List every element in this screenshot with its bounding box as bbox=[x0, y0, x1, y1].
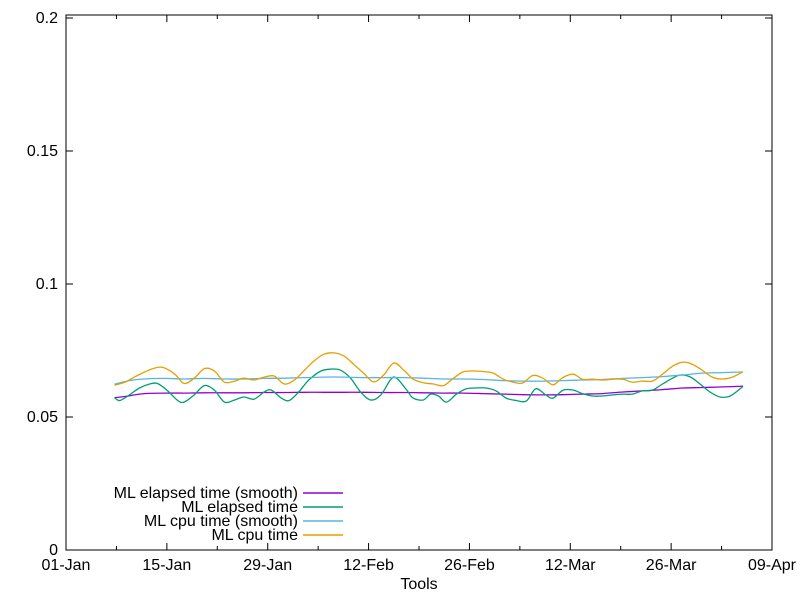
x-tick-label: 01-Jan bbox=[42, 557, 91, 574]
legend-label-cpu-smooth: ML cpu time (smooth) bbox=[144, 513, 298, 530]
series-line-ml-cpu-time bbox=[114, 352, 744, 387]
x-tick-label: 26-Mar bbox=[646, 557, 697, 574]
series-lines bbox=[114, 352, 744, 404]
legend-row: ML elapsed time bbox=[181, 499, 343, 516]
axis-tick-labels: 01-Jan 15-Jan 29-Jan 12-Feb 26-Feb 12-Mar 26-M… bbox=[27, 10, 797, 574]
x-tick-label: 29-Jan bbox=[243, 557, 292, 574]
y-tick-label: 0.1 bbox=[36, 276, 58, 293]
legend-label-cpu: ML cpu time bbox=[211, 527, 298, 544]
x-tick-label: 26-Feb bbox=[444, 557, 495, 574]
legend-label-elapsed: ML elapsed time bbox=[181, 499, 298, 516]
x-tick-label: 12-Mar bbox=[545, 557, 596, 574]
y-tick-label: 0.05 bbox=[27, 409, 58, 426]
legend-row: ML cpu time bbox=[211, 527, 343, 544]
x-axis-label: Tools bbox=[400, 576, 437, 593]
axis-ticks bbox=[65, 15, 773, 551]
plot-border bbox=[65, 14, 773, 551]
legend-row: ML cpu time (smooth) bbox=[144, 513, 343, 530]
x-tick-label: 12-Feb bbox=[343, 557, 394, 574]
y-tick-label: 0 bbox=[49, 542, 58, 559]
series-line-ml-cpu-time-smooth bbox=[114, 371, 744, 385]
series-line-ml-elapsed-time bbox=[114, 368, 744, 404]
x-tick-label: 09-Apr bbox=[748, 557, 797, 574]
legend-row: ML elapsed time (smooth) bbox=[114, 485, 343, 502]
x-tick-label: 15-Jan bbox=[142, 557, 191, 574]
y-tick-label: 0.15 bbox=[27, 143, 58, 160]
legend: ML elapsed time (smooth) ML elapsed time… bbox=[114, 485, 343, 544]
y-tick-label: 0.2 bbox=[36, 10, 58, 27]
series-line-ml-elapsed-time-smooth bbox=[114, 385, 744, 399]
legend-label-elapsed-smooth: ML elapsed time (smooth) bbox=[114, 485, 298, 502]
